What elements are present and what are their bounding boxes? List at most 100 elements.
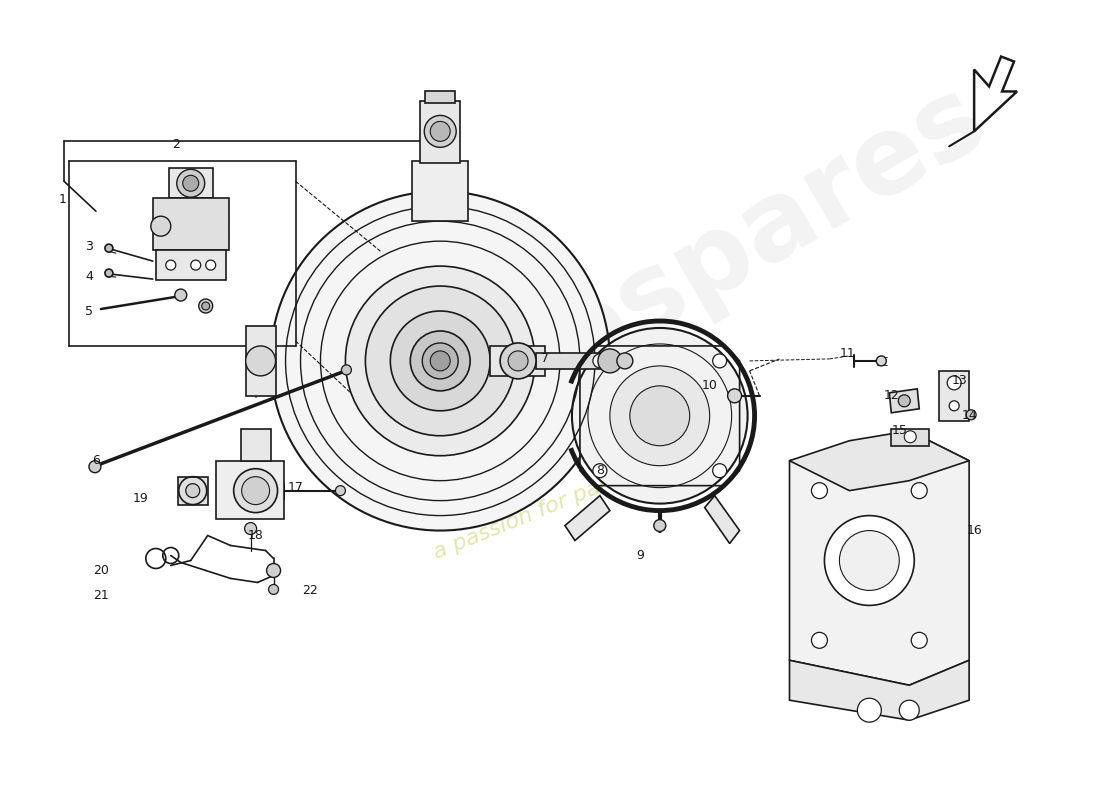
Circle shape xyxy=(422,343,459,379)
Text: a passion for parts since 1985: a passion for parts since 1985 xyxy=(430,418,749,563)
Text: 13: 13 xyxy=(952,374,967,387)
Circle shape xyxy=(947,376,961,390)
Circle shape xyxy=(268,585,278,594)
Bar xyxy=(241,429,271,461)
Circle shape xyxy=(911,632,927,648)
Polygon shape xyxy=(889,389,920,413)
Text: 5: 5 xyxy=(85,305,92,318)
Circle shape xyxy=(598,349,622,373)
Circle shape xyxy=(713,464,727,478)
Bar xyxy=(536,353,606,369)
Bar xyxy=(156,250,226,280)
Text: 17: 17 xyxy=(287,481,304,494)
Bar xyxy=(153,198,229,250)
Text: 7: 7 xyxy=(541,353,549,366)
Circle shape xyxy=(104,269,113,277)
Circle shape xyxy=(508,351,528,371)
Bar xyxy=(245,326,276,396)
Circle shape xyxy=(713,354,727,368)
Text: 19: 19 xyxy=(133,492,148,505)
Circle shape xyxy=(183,175,199,191)
Bar xyxy=(412,162,469,221)
Circle shape xyxy=(877,356,887,366)
Circle shape xyxy=(630,386,690,446)
Circle shape xyxy=(824,515,914,606)
Circle shape xyxy=(242,477,270,505)
Text: 3: 3 xyxy=(85,240,92,253)
Circle shape xyxy=(949,401,959,411)
Circle shape xyxy=(410,331,470,391)
Text: 16: 16 xyxy=(966,524,982,537)
Polygon shape xyxy=(790,660,969,720)
Circle shape xyxy=(609,366,710,466)
Circle shape xyxy=(966,410,976,420)
Circle shape xyxy=(245,346,276,376)
Text: 9: 9 xyxy=(636,549,644,562)
Circle shape xyxy=(266,563,280,578)
Circle shape xyxy=(151,216,170,236)
Text: 11: 11 xyxy=(839,347,856,361)
Text: 1: 1 xyxy=(59,193,67,206)
Circle shape xyxy=(911,482,927,498)
Text: 14: 14 xyxy=(961,410,977,422)
Circle shape xyxy=(201,302,210,310)
Circle shape xyxy=(572,328,748,504)
Circle shape xyxy=(190,260,200,270)
Bar xyxy=(420,102,460,163)
Bar xyxy=(178,477,208,505)
Circle shape xyxy=(206,260,216,270)
Circle shape xyxy=(390,311,491,411)
Polygon shape xyxy=(565,496,609,541)
Circle shape xyxy=(341,365,351,375)
Circle shape xyxy=(166,260,176,270)
Polygon shape xyxy=(891,429,930,446)
Circle shape xyxy=(271,191,609,530)
Bar xyxy=(168,168,212,198)
Circle shape xyxy=(336,486,345,496)
Circle shape xyxy=(900,700,920,720)
Polygon shape xyxy=(790,430,969,686)
Text: 8: 8 xyxy=(596,464,604,477)
Circle shape xyxy=(653,519,666,531)
Circle shape xyxy=(899,395,911,407)
Circle shape xyxy=(593,354,607,368)
Circle shape xyxy=(812,482,827,498)
Circle shape xyxy=(233,469,277,513)
Text: 10: 10 xyxy=(702,379,717,392)
Bar xyxy=(426,91,455,103)
Circle shape xyxy=(186,484,200,498)
Text: 2: 2 xyxy=(172,138,179,151)
Text: 22: 22 xyxy=(302,584,318,597)
Bar xyxy=(939,371,969,421)
Circle shape xyxy=(104,244,113,252)
Text: 21: 21 xyxy=(94,589,109,602)
Circle shape xyxy=(425,115,456,147)
Text: eurospares: eurospares xyxy=(356,64,1003,498)
Polygon shape xyxy=(705,496,739,543)
Circle shape xyxy=(839,530,900,590)
Circle shape xyxy=(593,464,607,478)
Text: 20: 20 xyxy=(94,564,109,577)
Polygon shape xyxy=(790,430,969,490)
Bar xyxy=(491,346,544,376)
Bar xyxy=(216,461,284,518)
Circle shape xyxy=(345,266,535,456)
Circle shape xyxy=(175,289,187,301)
Circle shape xyxy=(89,461,101,473)
Text: 12: 12 xyxy=(883,390,899,402)
Circle shape xyxy=(430,122,450,142)
Circle shape xyxy=(857,698,881,722)
Circle shape xyxy=(365,286,515,436)
Circle shape xyxy=(617,353,632,369)
Circle shape xyxy=(199,299,212,313)
Text: 4: 4 xyxy=(85,270,92,282)
Circle shape xyxy=(177,170,205,198)
Circle shape xyxy=(904,430,916,442)
Text: 15: 15 xyxy=(891,424,908,438)
Text: 6: 6 xyxy=(92,454,100,467)
Circle shape xyxy=(244,522,256,534)
Circle shape xyxy=(727,389,741,403)
Text: 18: 18 xyxy=(248,529,264,542)
Circle shape xyxy=(500,343,536,379)
Circle shape xyxy=(430,351,450,371)
